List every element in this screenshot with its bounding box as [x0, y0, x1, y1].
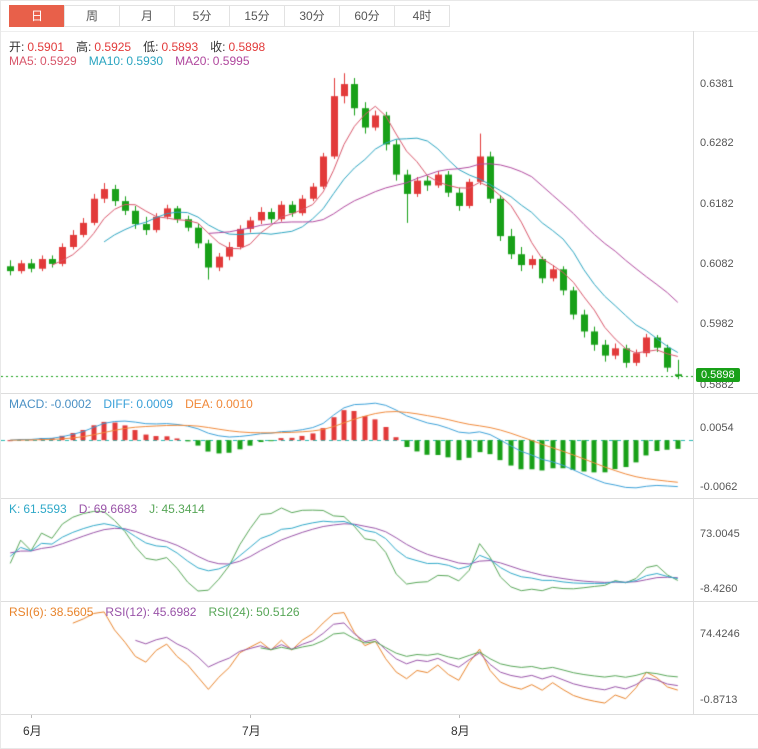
period-tab-4时[interactable]: 4时: [394, 5, 450, 27]
indicator-value: 45.3414: [161, 502, 205, 516]
indicator-value: 0.5995: [212, 54, 250, 68]
period-tab-5分[interactable]: 5分: [174, 5, 230, 27]
indicator-value: 69.6683: [93, 502, 138, 516]
kdj-axis-tick: -8.4260: [700, 582, 738, 595]
indicator-value: 0.0010: [216, 397, 253, 411]
indicator-label: MA20:: [175, 54, 210, 68]
y-axis-tick: 0.6381: [700, 77, 734, 90]
indicator-value: 0.5930: [126, 54, 164, 68]
period-tab-日[interactable]: 日: [9, 5, 65, 27]
indicator-value: 0.5925: [94, 40, 132, 54]
y-axis-tick: 0.6282: [700, 137, 734, 150]
period-tab-30分[interactable]: 30分: [284, 5, 340, 27]
period-tab-周[interactable]: 周: [64, 5, 120, 27]
toolbar-divider: [1, 31, 758, 32]
indicator-value: 0.5898: [228, 40, 266, 54]
panel-divider-1: [1, 393, 758, 394]
x-axis-label: 6月: [23, 724, 42, 738]
toolbar: 日周月 5分 15分 30分 60分 4时: [1, 1, 758, 31]
macd-axis-tick: -0.0062: [700, 480, 738, 493]
panel-divider-3: [1, 601, 758, 602]
period-tab-15分[interactable]: 15分: [229, 5, 285, 27]
indicator-value: 38.5605: [50, 605, 94, 619]
x-axis-tickmark: [250, 714, 251, 718]
indicator-label: MACD:: [9, 397, 48, 411]
panel-divider-4: [1, 714, 758, 715]
indicator-label: RSI(24):: [208, 605, 254, 619]
kdj-panel: [1, 498, 693, 601]
indicator-label: DEA:: [185, 397, 214, 411]
indicator-label: K:: [9, 502, 21, 516]
candlestick-canvas[interactable]: [1, 31, 693, 393]
indicator-label: RSI(6):: [9, 605, 48, 619]
indicator-value: 0.5929: [40, 54, 77, 68]
x-axis-label: 8月: [451, 724, 470, 738]
x-axis-label: 7月: [242, 724, 261, 738]
y-axis-tick: 0.6182: [700, 197, 734, 210]
rsi-axis-tick: -0.8713: [700, 694, 738, 706]
indicator-label: 开:: [9, 40, 25, 54]
ohlc-info: 开: 0.5901 高: 0.5925 低: 0.5893 收: 0.5898: [9, 38, 265, 55]
panel-divider-2: [1, 498, 758, 499]
macd-axis-tick: 0.0054: [700, 421, 734, 434]
indicator-label: D:: [78, 502, 91, 516]
indicator-label: MA5:: [9, 54, 38, 68]
indicator-value: 0.5893: [161, 40, 199, 54]
x-axis-tickmark: [31, 714, 32, 718]
indicator-label: J:: [149, 502, 159, 516]
x-axis: 6月 7月 8月: [1, 714, 693, 748]
ma-info: MA5: 0.5929 MA10: 0.5930 MA20: 0.5995: [9, 54, 250, 68]
kdj-info: K: 61.5593 D: 69.6683 J: 45.3414: [9, 502, 205, 516]
indicator-label: MA10:: [88, 54, 124, 68]
period-tab-60分[interactable]: 60分: [339, 5, 395, 27]
axis-divider: [693, 31, 694, 714]
rsi-info: RSI(6): 38.5605 RSI(12): 45.6982 RSI(24): 50.…: [9, 605, 300, 619]
rsi-panel: [1, 601, 693, 714]
indicator-value: 0.5901: [27, 40, 65, 54]
y-axis-tick: 0.5982: [700, 318, 734, 331]
indicator-value: 61.5593: [23, 502, 67, 516]
kdj-axis-tick: 73.0045: [700, 528, 740, 541]
x-axis-tickmark: [459, 714, 460, 718]
indicator-label: 低:: [143, 40, 159, 54]
last-price-badge: 0.5898: [696, 368, 740, 382]
indicator-label: RSI(12):: [105, 605, 151, 619]
kdj-canvas[interactable]: [1, 498, 693, 601]
indicator-label: 高:: [76, 40, 92, 54]
indicator-label: 收:: [210, 40, 226, 54]
rsi-axis-tick: 74.4246: [700, 627, 740, 640]
indicator-label: DIFF:: [103, 397, 134, 411]
indicator-value: 0.0009: [136, 397, 174, 411]
macd-panel: [1, 393, 693, 498]
indicator-value: -0.0002: [50, 397, 92, 411]
main-chart-panel: [1, 31, 693, 393]
indicator-value: 50.5126: [256, 605, 300, 619]
rsi-canvas[interactable]: [1, 601, 693, 714]
macd-canvas[interactable]: [1, 393, 693, 498]
period-tab-月[interactable]: 月: [119, 5, 175, 27]
macd-info: MACD: -0.0002 DIFF: 0.0009 DEA: 0.0010: [9, 397, 253, 411]
indicator-value: 45.6982: [153, 605, 197, 619]
y-axis: 0.5898 0.6381 0.6282 0.6182 0.6082 0.5982 0.5…: [694, 31, 758, 714]
y-axis-tick: 0.6082: [700, 258, 734, 271]
